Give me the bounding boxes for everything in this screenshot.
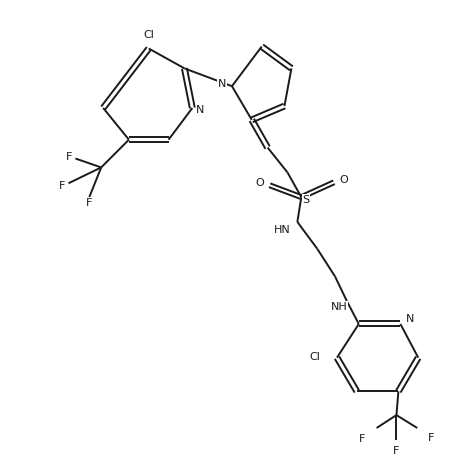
Text: N: N: [406, 313, 414, 324]
Text: F: F: [58, 181, 65, 191]
Text: O: O: [340, 175, 348, 185]
Text: O: O: [255, 178, 264, 188]
Text: Cl: Cl: [143, 30, 154, 40]
Text: F: F: [86, 197, 92, 207]
Text: S: S: [303, 195, 310, 205]
Text: N: N: [218, 79, 226, 89]
Text: F: F: [359, 433, 365, 443]
Text: HN: HN: [274, 224, 291, 234]
Text: N: N: [196, 105, 204, 115]
Text: F: F: [66, 151, 73, 161]
Text: F: F: [428, 432, 434, 442]
Text: Cl: Cl: [310, 351, 321, 361]
Text: NH: NH: [330, 302, 347, 311]
Text: F: F: [393, 445, 399, 455]
